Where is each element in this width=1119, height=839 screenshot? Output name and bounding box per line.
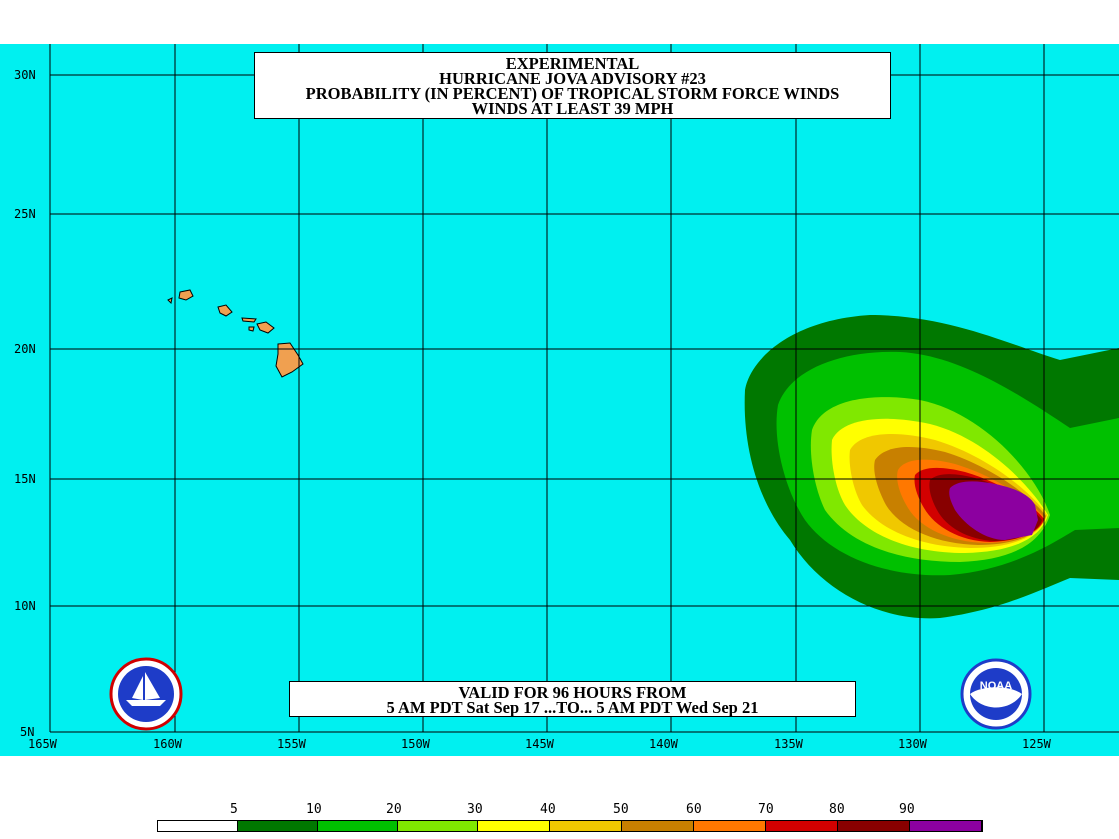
- contour-90: [949, 481, 1038, 540]
- lat-label-25n: 25N: [14, 207, 36, 221]
- island-lanai: [248, 326, 255, 332]
- island-maui: [256, 321, 275, 334]
- lon-label-165w: 165W: [28, 737, 57, 751]
- legend-value-10: 10: [306, 802, 322, 817]
- legend-swatch: [766, 821, 838, 831]
- lon-label-150w: 150W: [401, 737, 430, 751]
- lon-label-145w: 145W: [525, 737, 554, 751]
- lon-label-140w: 140W: [649, 737, 678, 751]
- lon-label-130w: 130W: [898, 737, 927, 751]
- lon-label-160w: 160W: [153, 737, 182, 751]
- legend-value-80: 80: [829, 802, 845, 817]
- lat-label-15n: 15N: [14, 472, 36, 486]
- legend-swatch: [478, 821, 550, 831]
- legend-swatch: [238, 821, 318, 831]
- title-line-1: EXPERIMENTAL: [505, 54, 640, 73]
- noaa-logo-icon: NOAA: [960, 658, 1032, 730]
- valid-line-2: 5 AM PDT Sat Sep 17 ...TO... 5 AM PDT We…: [386, 698, 759, 717]
- legend-value-30: 30: [467, 802, 483, 817]
- legend-value-40: 40: [540, 802, 556, 817]
- island-niihau: [167, 297, 173, 305]
- lat-label-30n: 30N: [14, 68, 36, 82]
- lon-label-135w: 135W: [774, 737, 803, 751]
- title-line-3: PROBABILITY (IN PERCENT) OF TROPICAL STO…: [305, 84, 840, 103]
- title-line-2: HURRICANE JOVA ADVISORY #23: [439, 69, 706, 88]
- island-hawaii: [275, 342, 304, 378]
- probability-map: NOAA: [0, 44, 1119, 756]
- legend-value-70: 70: [758, 802, 774, 817]
- legend-value-20: 20: [386, 802, 402, 817]
- lat-label-5n: 5N: [20, 725, 35, 739]
- island-molokai: [241, 317, 257, 323]
- probability-contours: [744, 315, 1119, 619]
- valid-period: VALID FOR 96 HOURS FROM 5 AM PDT Sat Sep…: [289, 681, 856, 717]
- legend-value-60: 60: [686, 802, 702, 817]
- legend-color-bar: [157, 820, 983, 832]
- legend-swatch: [550, 821, 622, 831]
- map-title: EXPERIMENTAL HURRICANE JOVA ADVISORY #23…: [254, 52, 891, 119]
- legend-value-5: 5: [230, 802, 238, 817]
- legend-swatch: [158, 821, 238, 831]
- legend-swatch: [318, 821, 398, 831]
- valid-line-1: VALID FOR 96 HOURS FROM: [458, 683, 687, 702]
- legend-value-50: 50: [613, 802, 629, 817]
- legend-swatch: [910, 821, 982, 831]
- island-kauai: [178, 289, 194, 301]
- legend-swatch: [622, 821, 694, 831]
- lon-label-155w: 155W: [277, 737, 306, 751]
- nws-logo-icon: [109, 657, 183, 731]
- island-oahu: [217, 304, 233, 317]
- svg-text:NOAA: NOAA: [980, 680, 1012, 692]
- legend-swatch: [838, 821, 910, 831]
- lat-label-20n: 20N: [14, 342, 36, 356]
- lon-label-125w: 125W: [1022, 737, 1051, 751]
- legend-swatch: [398, 821, 478, 831]
- legend-swatch: [694, 821, 766, 831]
- graticule: [49, 44, 1119, 733]
- hawaii-islands: [167, 289, 304, 378]
- lat-label-10n: 10N: [14, 599, 36, 613]
- legend-value-90: 90: [899, 802, 915, 817]
- title-line-4: WINDS AT LEAST 39 MPH: [471, 99, 674, 118]
